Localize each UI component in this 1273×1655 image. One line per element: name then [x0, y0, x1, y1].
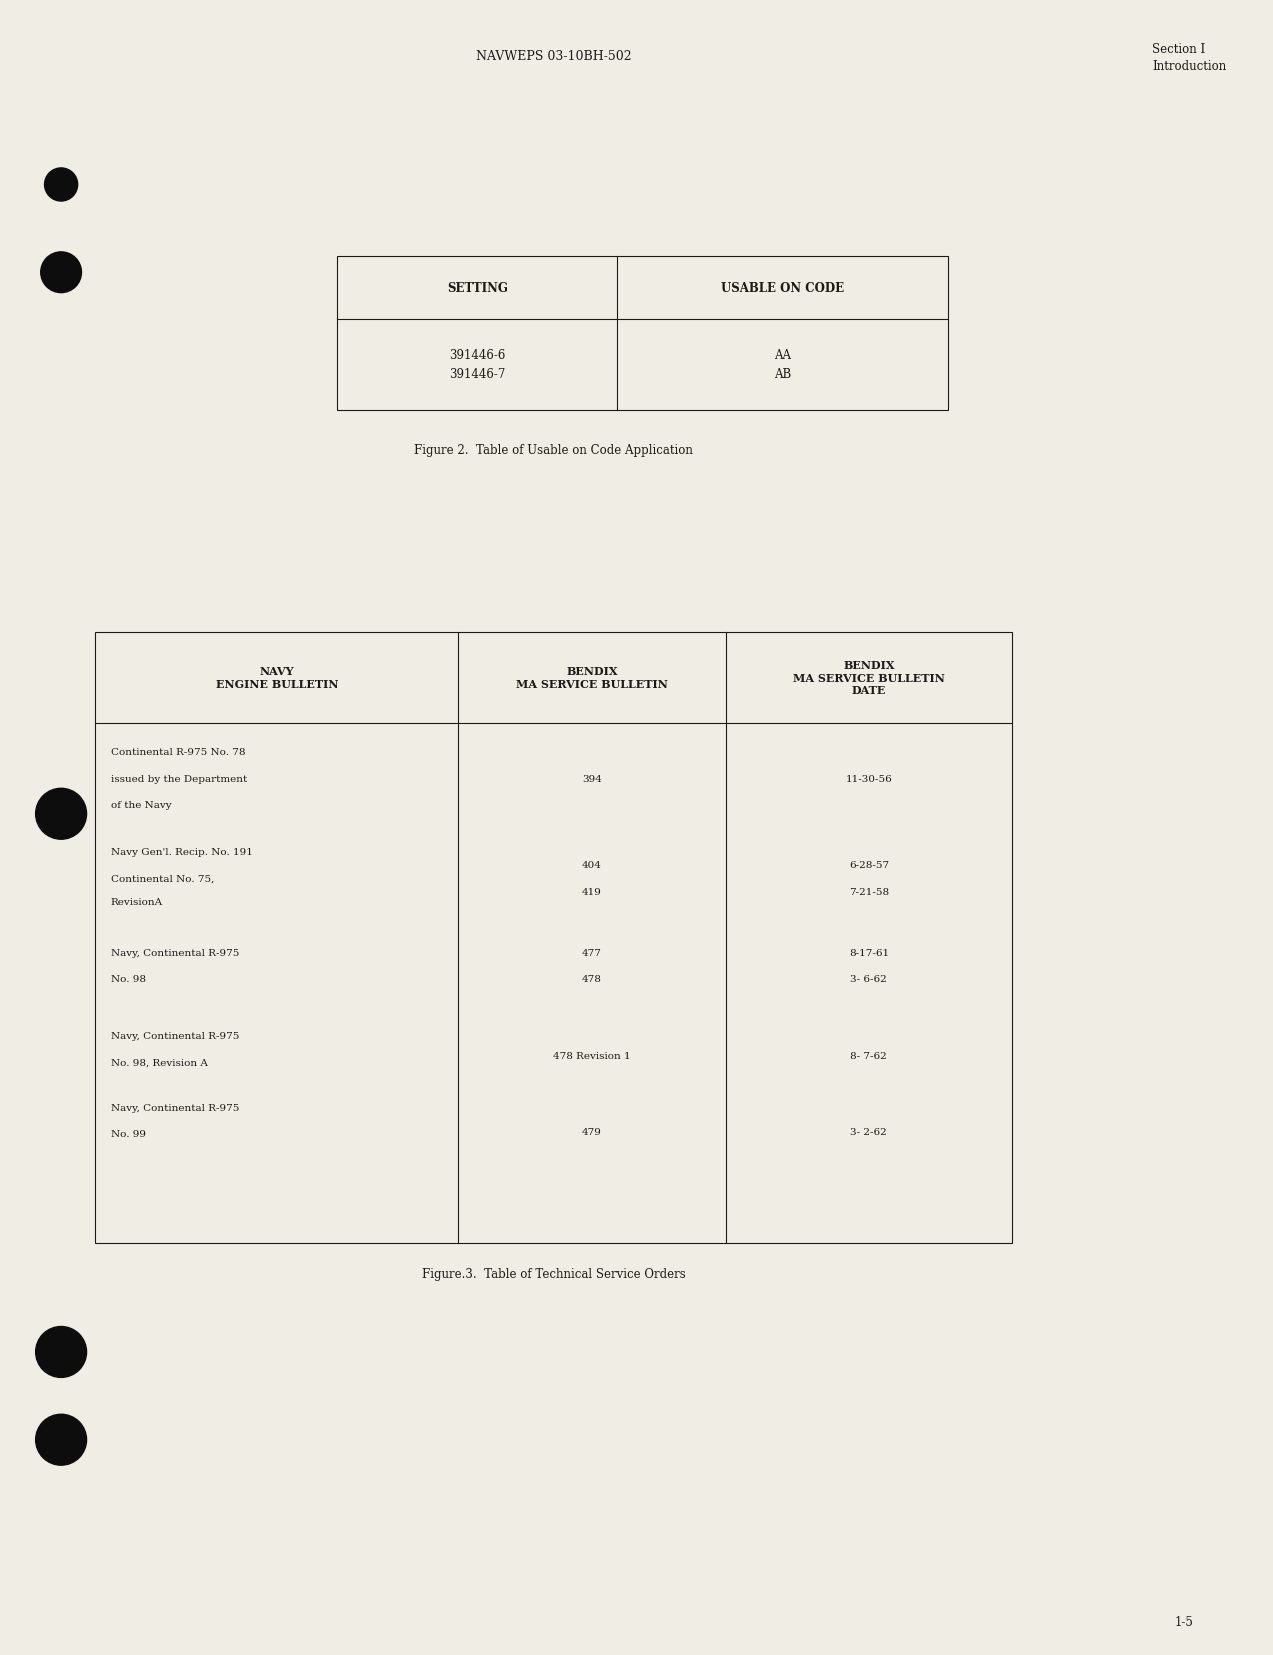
Text: 478: 478	[582, 975, 602, 983]
Text: Continental R-975 No. 78: Continental R-975 No. 78	[111, 748, 246, 756]
Text: Navy, Continental R-975: Navy, Continental R-975	[111, 1104, 239, 1112]
Bar	[337, 257, 948, 410]
Text: of the Navy: of the Navy	[111, 801, 172, 809]
Text: 7-21-58: 7-21-58	[849, 887, 889, 895]
Ellipse shape	[45, 169, 78, 202]
Text: 479: 479	[582, 1127, 602, 1137]
Text: SETTING: SETTING	[447, 281, 508, 295]
Text: No. 98: No. 98	[111, 975, 145, 983]
Text: 419: 419	[582, 887, 602, 895]
Text: Navy, Continental R-975: Navy, Continental R-975	[111, 1031, 239, 1041]
Text: 3- 6-62: 3- 6-62	[850, 975, 887, 983]
Text: 394: 394	[582, 775, 602, 784]
Text: BENDIX
MA SERVICE BULLETIN: BENDIX MA SERVICE BULLETIN	[516, 665, 668, 690]
Text: USABLE ON CODE: USABLE ON CODE	[722, 281, 844, 295]
Text: 8- 7-62: 8- 7-62	[850, 1051, 887, 1061]
Text: No. 99: No. 99	[111, 1130, 145, 1139]
Text: NAVWEPS 03-10BH-502: NAVWEPS 03-10BH-502	[476, 50, 631, 63]
Text: issued by the Department: issued by the Department	[111, 775, 247, 783]
Text: Navy Gen'l. Recip. No. 191: Navy Gen'l. Recip. No. 191	[111, 847, 252, 857]
Text: NAVY
ENGINE BULLETIN: NAVY ENGINE BULLETIN	[215, 665, 339, 690]
Text: Continental No. 75,: Continental No. 75,	[111, 874, 214, 884]
Text: Navy, Continental R-975: Navy, Continental R-975	[111, 948, 239, 957]
Text: 391446-6
391446-7: 391446-6 391446-7	[449, 349, 505, 381]
Text: 404: 404	[582, 861, 602, 869]
Text: Introduction: Introduction	[1152, 60, 1226, 73]
Text: Section I: Section I	[1152, 43, 1206, 56]
Text: No. 98, Revision A: No. 98, Revision A	[111, 1058, 207, 1067]
Text: 478 Revision 1: 478 Revision 1	[554, 1051, 630, 1061]
Text: Figure 2.  Table of Usable on Code Application: Figure 2. Table of Usable on Code Applic…	[414, 444, 694, 457]
Text: RevisionA: RevisionA	[111, 897, 163, 907]
Text: AA
AB: AA AB	[774, 349, 792, 381]
Ellipse shape	[41, 253, 81, 293]
Text: 3- 2-62: 3- 2-62	[850, 1127, 887, 1137]
Ellipse shape	[36, 1327, 87, 1377]
Ellipse shape	[36, 1415, 87, 1465]
Text: 11-30-56: 11-30-56	[845, 775, 892, 784]
Bar	[95, 632, 1012, 1243]
Text: 6-28-57: 6-28-57	[849, 861, 889, 869]
Text: 1-5: 1-5	[1175, 1615, 1193, 1629]
Text: BENDIX
MA SERVICE BULLETIN
DATE: BENDIX MA SERVICE BULLETIN DATE	[793, 659, 945, 697]
Text: 477: 477	[582, 948, 602, 957]
Text: 8-17-61: 8-17-61	[849, 948, 889, 957]
Ellipse shape	[36, 789, 87, 839]
Text: Figure.3.  Table of Technical Service Orders: Figure.3. Table of Technical Service Ord…	[421, 1268, 686, 1281]
